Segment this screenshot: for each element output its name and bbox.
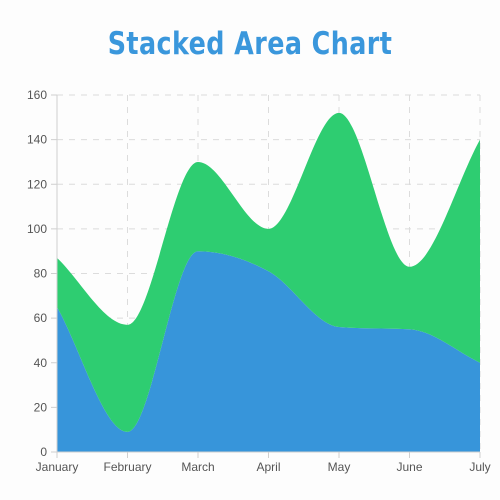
y-tick-label: 60	[34, 311, 48, 325]
x-tick-label: March	[181, 460, 214, 474]
chart-title: Stacked Area Chart	[107, 26, 393, 62]
y-tick-label: 120	[27, 177, 47, 191]
y-tick-label: 0	[40, 445, 47, 459]
x-tick-label: February	[103, 460, 151, 474]
x-tick-label: May	[328, 460, 351, 474]
x-tick-label: April	[256, 460, 280, 474]
x-tick-label: July	[469, 460, 490, 474]
x-tick-label: January	[36, 460, 79, 474]
y-tick-label: 80	[34, 267, 48, 281]
y-tick-label: 100	[27, 222, 47, 236]
x-tick-label: June	[396, 460, 422, 474]
y-tick-label: 160	[27, 88, 47, 102]
area-series-1	[57, 251, 480, 452]
y-tick-label: 140	[27, 133, 47, 147]
y-tick-label: 40	[34, 356, 48, 370]
area-series-2	[57, 112, 480, 432]
y-tick-label: 20	[34, 400, 48, 414]
